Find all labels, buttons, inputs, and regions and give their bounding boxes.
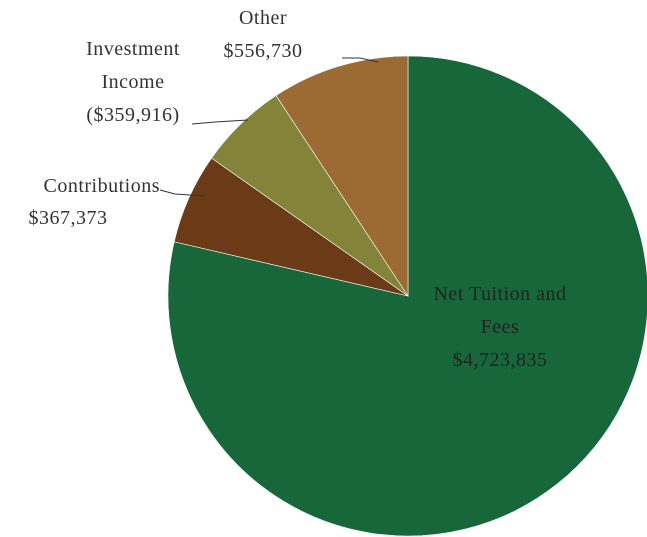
category-label: Investment Income [86,38,180,93]
slice-label: $367,373 [8,202,128,235]
category-label: Contributions [43,175,160,197]
value-label: $556,730 [223,40,303,62]
pie-slice [275,55,409,298]
category-label: Net Tuition and Fees [433,283,567,338]
leader-line [159,189,206,197]
value-label: $367,373 [28,207,108,229]
leader-line [342,57,379,63]
value-label: ($359,916) [86,104,180,126]
leader-lines [159,57,379,197]
slice-label: Investment Income ($359,916) [63,33,203,132]
slice-label: Net Tuition and Fees $4,723,835 [420,278,580,377]
slice-label: Other $556,730 [203,2,323,68]
slice-label: Contributions [0,170,160,203]
category-label: Other [238,7,288,29]
leader-line [191,119,249,125]
value-label: $4,723,835 [452,349,548,371]
